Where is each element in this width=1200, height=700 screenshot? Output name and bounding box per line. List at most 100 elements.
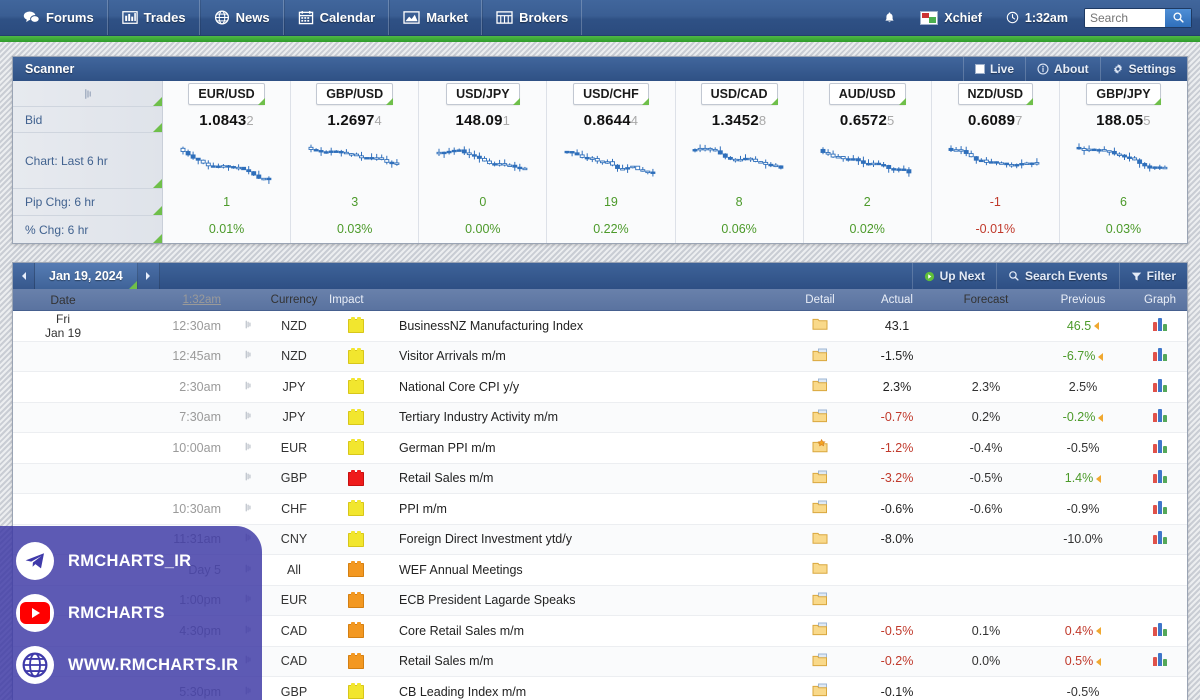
row-currency[interactable]: NZD xyxy=(281,318,307,333)
row-currency[interactable]: GBP xyxy=(280,471,308,486)
table-row[interactable]: GBP Retail Sales m/m -3.2% -0.5% 1.4% xyxy=(13,463,1187,494)
column-header-detail[interactable]: Detail xyxy=(805,293,835,306)
row-detail-button[interactable] xyxy=(785,622,855,639)
row-detail-button[interactable] xyxy=(785,500,855,517)
row-event-title[interactable]: German PPI m/m xyxy=(399,440,496,455)
calendar-up-next-button[interactable]: Up Next xyxy=(911,263,996,289)
row-alarm-toggle[interactable] xyxy=(231,440,265,456)
row-graph-button[interactable] xyxy=(1133,348,1187,364)
row-graph-button[interactable] xyxy=(1133,317,1187,334)
calendar-filter-button[interactable]: Filter xyxy=(1118,263,1187,289)
row-event-title[interactable]: WEF Annual Meetings xyxy=(399,562,523,577)
row-impact[interactable] xyxy=(323,347,389,364)
scanner-settings-button[interactable]: Settings xyxy=(1099,57,1187,81)
row-detail-button[interactable] xyxy=(785,653,855,670)
row-currency[interactable]: CNY xyxy=(280,532,308,547)
row-event-title[interactable]: Visitor Arrivals m/m xyxy=(399,349,506,364)
pair-tab-usd-jpy[interactable]: USD/JPY xyxy=(446,83,520,106)
search-submit-button[interactable] xyxy=(1165,8,1191,27)
nav-item-market[interactable]: Market xyxy=(389,0,483,35)
row-currency[interactable]: JPY xyxy=(282,379,306,394)
table-row[interactable]: 2:30am JPY National Core CPI y/y 2.3% 2.3% 2.… xyxy=(13,372,1187,403)
row-currency[interactable]: CAD xyxy=(280,623,308,638)
row-impact[interactable] xyxy=(323,622,389,639)
scanner-candlestick-chart[interactable] xyxy=(547,133,674,189)
row-graph-button[interactable] xyxy=(1133,531,1187,547)
row-impact[interactable] xyxy=(323,378,389,395)
row-impact[interactable] xyxy=(323,469,389,486)
scanner-candlestick-chart[interactable] xyxy=(163,133,290,189)
row-graph-button[interactable] xyxy=(1133,622,1187,639)
row-impact[interactable] xyxy=(323,591,389,608)
row-currency[interactable]: NZD xyxy=(281,349,307,364)
table-row[interactable]: Fri Jan 19 12:30am NZD BusinessNZ Manufactur… xyxy=(13,311,1187,342)
row-graph-button[interactable] xyxy=(1133,378,1187,395)
row-alarm-toggle[interactable] xyxy=(231,379,265,395)
row-detail-button[interactable] xyxy=(785,348,855,365)
row-event-title[interactable]: Retail Sales m/m xyxy=(399,654,494,669)
search-input[interactable] xyxy=(1085,8,1165,27)
row-detail-button[interactable] xyxy=(785,470,855,487)
calendar-search-events-button[interactable]: Search Events xyxy=(995,263,1119,289)
scanner-live-button[interactable]: Live xyxy=(962,57,1025,81)
nav-item-trades[interactable]: Trades xyxy=(107,0,200,35)
pair-tab-usd-cad[interactable]: USD/CAD xyxy=(700,83,778,106)
row-currency[interactable]: EUR xyxy=(280,440,308,455)
column-header-previous[interactable]: Previous xyxy=(1060,293,1106,306)
row-impact[interactable] xyxy=(323,500,389,517)
row-impact[interactable] xyxy=(323,561,389,578)
user-account-button[interactable]: Xchief xyxy=(908,0,994,36)
row-detail-button[interactable] xyxy=(785,592,855,609)
row-currency[interactable]: All xyxy=(287,562,301,577)
row-currency[interactable]: GBP xyxy=(280,684,308,699)
row-graph-button[interactable] xyxy=(1133,500,1187,517)
previous-day-button[interactable] xyxy=(13,263,35,289)
row-event-title[interactable]: CB Leading Index m/m xyxy=(399,684,527,699)
pair-tab-gbp-usd[interactable]: GBP/USD xyxy=(316,83,394,106)
scanner-candlestick-chart[interactable] xyxy=(1060,133,1187,189)
row-event-title[interactable]: Core Retail Sales m/m xyxy=(399,623,525,638)
nav-item-calendar[interactable]: Calendar xyxy=(283,0,390,35)
table-row[interactable]: 10:00am EUR German PPI m/m -1.2% -0.4% -0.5% xyxy=(13,433,1187,464)
row-detail-button[interactable] xyxy=(785,378,855,395)
scanner-candlestick-chart[interactable] xyxy=(804,133,931,189)
scanner-candlestick-chart[interactable] xyxy=(932,133,1059,189)
row-detail-button[interactable] xyxy=(785,561,855,578)
column-header-time[interactable]: 1:32am xyxy=(182,293,221,306)
row-graph-button[interactable] xyxy=(1133,653,1187,669)
row-detail-button[interactable] xyxy=(785,317,855,334)
row-detail-button[interactable] xyxy=(785,409,855,426)
nav-item-brokers[interactable]: Brokers xyxy=(482,0,583,35)
search-box[interactable] xyxy=(1084,7,1192,28)
nav-item-forums[interactable]: Forums xyxy=(10,0,108,35)
column-header-forecast[interactable]: Forecast xyxy=(963,293,1009,306)
row-graph-button[interactable] xyxy=(1133,409,1187,425)
notifications-button[interactable] xyxy=(871,0,908,36)
row-impact[interactable] xyxy=(323,530,389,547)
column-header-actual[interactable]: Actual xyxy=(881,293,913,306)
row-currency[interactable]: CHF xyxy=(281,501,307,516)
scanner-about-button[interactable]: About xyxy=(1025,57,1100,81)
next-day-button[interactable] xyxy=(137,263,160,289)
pair-tab-aud-usd[interactable]: AUD/USD xyxy=(828,83,906,106)
row-event-title[interactable]: Tertiary Industry Activity m/m xyxy=(399,410,559,425)
row-alarm-toggle[interactable] xyxy=(231,409,265,425)
scanner-candlestick-chart[interactable] xyxy=(419,133,546,189)
clock-display[interactable]: 1:32am xyxy=(994,0,1080,36)
scanner-candlestick-chart[interactable] xyxy=(676,133,803,189)
column-header-graph[interactable]: Graph xyxy=(1144,293,1176,306)
row-alarm-toggle[interactable] xyxy=(231,501,265,517)
row-event-title[interactable]: Foreign Direct Investment ytd/y xyxy=(399,532,572,547)
row-currency[interactable]: EUR xyxy=(280,593,308,608)
table-row[interactable]: 12:45am NZD Visitor Arrivals m/m -1.5% -6.7% xyxy=(13,341,1187,372)
row-impact[interactable] xyxy=(323,683,389,700)
row-impact[interactable] xyxy=(323,317,389,334)
nav-item-news[interactable]: News xyxy=(199,0,284,35)
row-graph-button[interactable] xyxy=(1133,439,1187,456)
row-event-title[interactable]: BusinessNZ Manufacturing Index xyxy=(399,318,584,333)
row-alarm-toggle[interactable] xyxy=(231,318,265,334)
column-header-currency[interactable]: Currency xyxy=(270,293,318,306)
row-event-title[interactable]: ECB President Lagarde Speaks xyxy=(399,593,576,608)
scanner-candlestick-chart[interactable] xyxy=(291,133,418,189)
row-event-title[interactable]: Retail Sales m/m xyxy=(399,471,494,486)
